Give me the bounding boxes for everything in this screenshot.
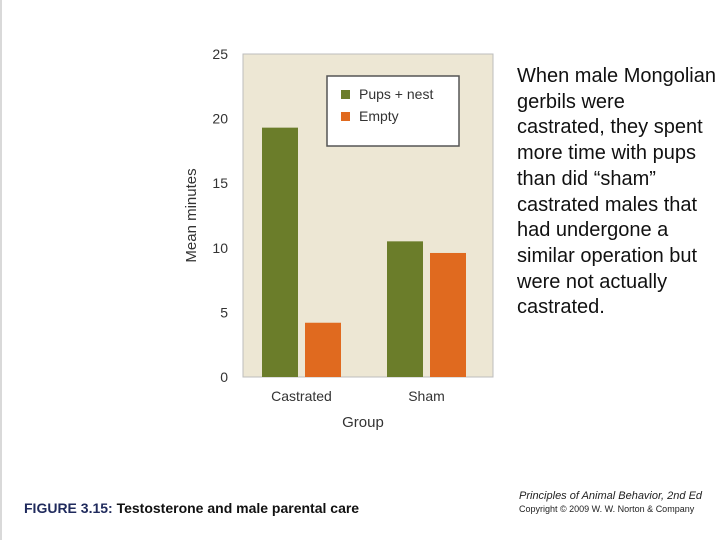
x-tick-label: Castrated	[271, 388, 332, 404]
book-title: Principles of Animal Behavior, 2nd Ed	[519, 490, 703, 502]
copyright-notice: Copyright © 2009 W. W. Norton & Company	[519, 504, 695, 514]
legend-box	[326, 75, 460, 147]
bar-chart: 0 5 10 15 20 25 Mean minutes Castrated Sham Group…	[183, 46, 494, 431]
legend-swatch	[341, 90, 350, 99]
book-credit: Principles of Animal Behavior, 2nd Ed Co…	[519, 490, 702, 516]
legend-entry: Empty	[359, 108, 399, 124]
legend-entry: Pups + nest	[359, 86, 433, 102]
x-tick-label: Sham	[408, 388, 445, 404]
y-tick-label: 15	[212, 175, 228, 191]
y-tick-label: 0	[220, 369, 228, 385]
bar-sham-pups-nest	[387, 241, 423, 377]
bar-castrated-empty	[305, 322, 341, 377]
bar-sham-empty	[430, 252, 466, 377]
slide-edge-line	[0, 0, 2, 540]
x-axis-label: Group	[342, 414, 384, 431]
y-tick-label: 20	[212, 111, 228, 127]
legend-swatch	[341, 112, 350, 121]
figure-caption: FIGURE 3.15: Testosterone and male paren…	[24, 500, 359, 516]
y-tick-label: 5	[220, 304, 228, 320]
figure-title: Testosterone and male parental care	[116, 500, 360, 516]
slide-description: When male Mongolian gerbils were castrat…	[517, 65, 716, 319]
y-axis-label: Mean minutes	[183, 168, 200, 262]
y-tick-label: 25	[212, 46, 228, 62]
figure-label: FIGURE 3.15:	[24, 500, 113, 516]
bar-castrated-pups-nest	[262, 127, 298, 377]
y-tick-label: 10	[212, 240, 228, 256]
